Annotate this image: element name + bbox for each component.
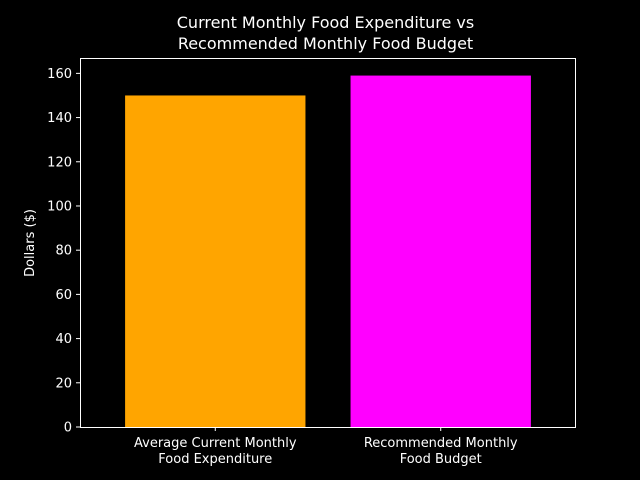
y-tick-label-2: 40 (55, 332, 72, 347)
chart-title-line-1: Current Monthly Food Expenditure vs (177, 13, 474, 32)
y-tick-label-0: 0 (64, 421, 72, 436)
y-tick-label-1: 20 (55, 376, 72, 391)
y-tick-label-5: 100 (47, 199, 72, 214)
x-tick-label-1-line-1: Food Budget (400, 452, 482, 467)
y-tick-label-3: 60 (55, 288, 72, 303)
y-axis-label: Dollars ($) (23, 209, 38, 277)
y-tick-label-7: 140 (47, 111, 72, 126)
bar-1 (350, 75, 531, 428)
x-tick-label-0-line-0: Average Current Monthly (134, 436, 297, 451)
x-tick-label-1-line-0: Recommended Monthly (364, 436, 518, 451)
bars-group (125, 75, 531, 428)
y-tick-label-6: 120 (47, 155, 72, 170)
chart-title-line-2: Recommended Monthly Food Budget (178, 34, 473, 53)
x-tick-label-0-line-1: Food Expenditure (158, 452, 272, 467)
plot-frame (80, 58, 576, 428)
y-tick-label-8: 160 (47, 67, 72, 82)
y-axis: 0 20 40 60 80 100 120 140 160 (47, 67, 80, 436)
bar-0 (125, 95, 306, 427)
y-tick-label-4: 80 (55, 244, 72, 259)
